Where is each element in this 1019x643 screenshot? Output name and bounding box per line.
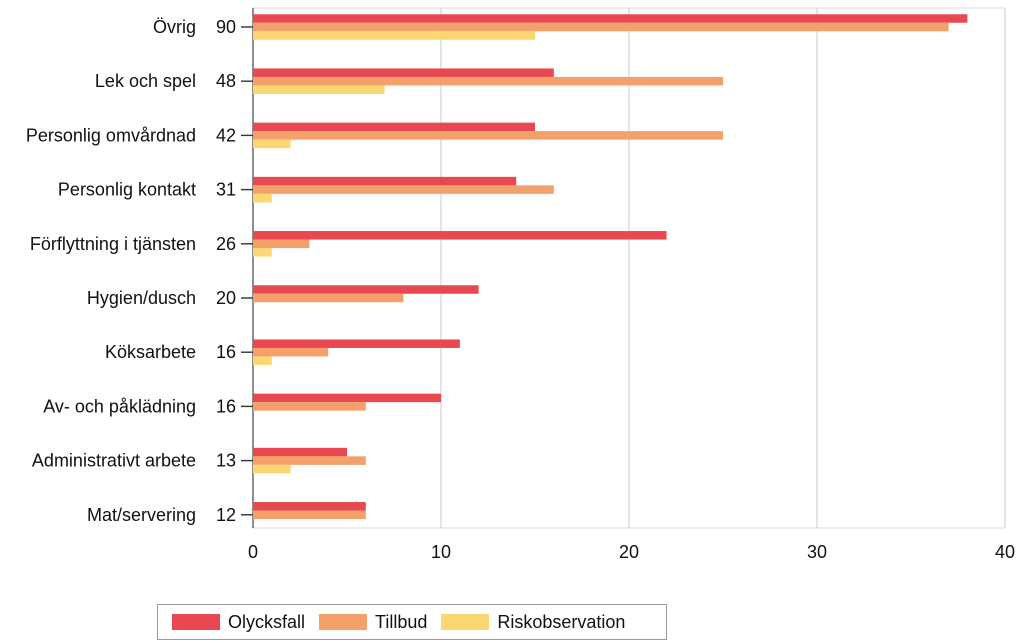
- category-total-label: 26: [216, 234, 236, 254]
- category-label: Övrig: [153, 17, 196, 37]
- bar-tillbud: [253, 76, 723, 86]
- category-total-label: 31: [216, 180, 236, 200]
- category-total-label: 12: [216, 505, 236, 525]
- bar-tillbud: [253, 131, 723, 140]
- bar-olycksfall: [253, 122, 535, 132]
- legend: Olycksfall Tillbud Riskobservation: [157, 604, 667, 640]
- x-tick-label: 10: [431, 542, 451, 562]
- legend-swatch-tillbud: [319, 614, 368, 630]
- bar-olycksfall: [253, 14, 968, 23]
- category-label: Av- och påklädning: [43, 396, 196, 416]
- category-total-label: 90: [216, 17, 236, 37]
- x-tick-label: 30: [807, 542, 827, 562]
- bar-olycksfall: [253, 68, 554, 77]
- legend-item-riskobservation: Riskobservation: [441, 612, 625, 633]
- bar-tillbud: [253, 239, 310, 249]
- category-total-label: 13: [216, 451, 236, 471]
- bar-chart-plot: 0 10 20 30 40 Övrig 90 Lek och spel 48 Personlig …: [26, 7, 1015, 562]
- bar-tillbud: [253, 456, 366, 465]
- bar-riskobservation: [253, 85, 385, 94]
- bar-riskobservation: [253, 193, 272, 203]
- legend-label-olycksfall: Olycksfall: [228, 611, 306, 632]
- category-label: Köksarbete: [105, 342, 196, 362]
- bar-olycksfall: [253, 393, 441, 403]
- bar-olycksfall: [253, 285, 479, 294]
- category-total-label: 16: [216, 342, 236, 362]
- category-total-label: 42: [216, 125, 236, 145]
- legend-item-tillbud: Tillbud: [319, 612, 427, 633]
- bar-olycksfall: [253, 339, 460, 348]
- bar-tillbud: [253, 510, 366, 520]
- category-label: Administrativt arbete: [32, 451, 196, 471]
- bar-riskobservation: [253, 139, 291, 149]
- x-tick-label: 20: [619, 542, 639, 562]
- bar-riskobservation: [253, 31, 535, 40]
- category-total-label: 20: [216, 288, 236, 308]
- bar-olycksfall: [253, 502, 366, 511]
- bar-riskobservation: [253, 356, 272, 365]
- bar-tillbud: [253, 293, 404, 303]
- category-label: Personlig kontakt: [58, 180, 196, 200]
- x-tick-label: 40: [995, 542, 1015, 562]
- legend-swatch-riskobservation: [441, 614, 490, 630]
- legend-label-tillbud: Tillbud: [375, 611, 428, 632]
- category-label: Personlig omvårdnad: [26, 125, 196, 145]
- category-label: Lek och spel: [95, 71, 196, 91]
- category-total-label: 48: [216, 71, 236, 91]
- bar-tillbud: [253, 347, 329, 357]
- category-total-label: 16: [216, 396, 236, 416]
- category-label: Hygien/dusch: [87, 288, 196, 308]
- legend-label-riskobservation: Riskobservation: [497, 611, 626, 632]
- category-label: Förflyttning i tjänsten: [30, 234, 196, 254]
- x-tick-label: 0: [248, 542, 258, 562]
- legend-swatch-olycksfall: [172, 614, 220, 630]
- bar-tillbud: [253, 185, 554, 194]
- bar-olycksfall: [253, 231, 667, 240]
- bar-olycksfall: [253, 176, 517, 186]
- bar-tillbud: [253, 22, 949, 32]
- bar-tillbud: [253, 402, 366, 411]
- bar-riskobservation: [253, 248, 272, 257]
- category-label: Mat/servering: [87, 505, 196, 525]
- legend-item-olycksfall: Olycksfall: [172, 612, 305, 633]
- bar-olycksfall: [253, 447, 347, 457]
- bar-riskobservation: [253, 464, 291, 474]
